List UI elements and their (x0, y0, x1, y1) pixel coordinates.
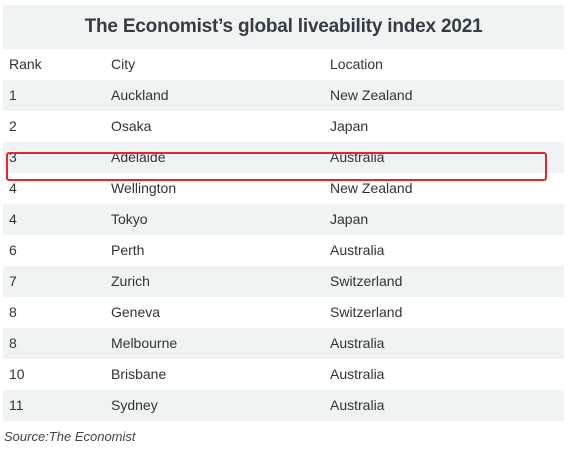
location-cell: Switzerland (330, 304, 403, 320)
city-cell: Wellington (111, 180, 177, 196)
location-cell: Australia (330, 149, 385, 165)
table-row: 11 Sydney Australia (3, 390, 564, 421)
header-city: City (111, 56, 136, 72)
header-rank: Rank (9, 56, 42, 72)
location-cell: Australia (330, 335, 385, 351)
table-row: 1 Auckland New Zealand (3, 80, 564, 111)
location-cell: Japan (330, 211, 369, 227)
location-cell: Switzerland (330, 273, 403, 289)
location-cell: Australia (330, 397, 385, 413)
rank-cell: 8 (9, 304, 17, 320)
table-row: 10 Brisbane Australia (3, 359, 564, 390)
location-cell: New Zealand (330, 180, 413, 196)
table-row: 4 Wellington New Zealand (3, 173, 564, 204)
table-row: 4 Tokyo Japan (3, 204, 564, 235)
rank-cell: 7 (9, 273, 17, 289)
source-note: Source:The Economist (4, 429, 136, 444)
rank-cell: 1 (9, 87, 17, 103)
table-row: 2 Osaka Japan (3, 111, 564, 142)
location-cell: Japan (330, 118, 369, 134)
city-cell: Geneva (111, 304, 161, 320)
rank-cell: 3 (9, 149, 17, 165)
table-row: 7 Zurich Switzerland (3, 266, 564, 297)
city-cell: Adelaide (111, 149, 166, 165)
header-location: Location (330, 56, 383, 72)
table-title: The Economist’s global liveability index… (3, 5, 564, 49)
rank-cell: 11 (9, 397, 24, 413)
table-row-highlighted: 3 Adelaide Australia (3, 142, 564, 173)
rank-cell: 8 (9, 335, 17, 351)
city-cell: Sydney (111, 397, 158, 413)
liveability-table: The Economist’s global liveability index… (3, 5, 564, 421)
city-cell: Osaka (111, 118, 152, 134)
rank-cell: 6 (9, 242, 17, 258)
rank-cell: 4 (9, 180, 17, 196)
city-cell: Zurich (111, 273, 150, 289)
table-row: 8 Geneva Switzerland (3, 297, 564, 328)
city-cell: Auckland (111, 87, 169, 103)
city-cell: Perth (111, 242, 145, 258)
header-row: Rank City Location (3, 49, 564, 80)
city-cell: Melbourne (111, 335, 178, 351)
location-cell: New Zealand (330, 87, 413, 103)
rank-cell: 10 (9, 366, 25, 382)
city-cell: Tokyo (111, 211, 148, 227)
location-cell: Australia (330, 242, 385, 258)
table-row: 8 Melbourne Australia (3, 328, 564, 359)
city-cell: Brisbane (111, 366, 167, 382)
rank-cell: 2 (9, 118, 17, 134)
rank-cell: 4 (9, 211, 17, 227)
table-row: 6 Perth Australia (3, 235, 564, 266)
location-cell: Australia (330, 366, 385, 382)
